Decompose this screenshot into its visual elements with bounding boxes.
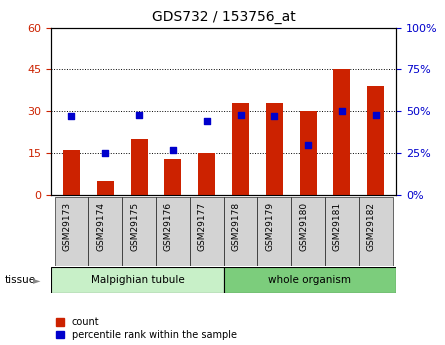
Text: GSM29181: GSM29181: [333, 202, 342, 251]
Text: GSM29178: GSM29178: [231, 202, 240, 251]
Text: GSM29182: GSM29182: [367, 202, 376, 251]
Point: [170, 147, 177, 152]
Bar: [299, 111, 316, 195]
Point: [372, 112, 379, 117]
Bar: [333, 69, 350, 195]
FancyBboxPatch shape: [325, 197, 359, 266]
FancyBboxPatch shape: [51, 267, 224, 293]
Text: GSM29176: GSM29176: [164, 202, 173, 251]
FancyBboxPatch shape: [291, 197, 325, 266]
Bar: [63, 150, 80, 195]
FancyBboxPatch shape: [122, 197, 156, 266]
Bar: [97, 181, 114, 195]
Bar: [131, 139, 148, 195]
FancyBboxPatch shape: [156, 197, 190, 266]
FancyBboxPatch shape: [224, 267, 396, 293]
Text: Malpighian tubule: Malpighian tubule: [90, 275, 184, 285]
Text: GSM29180: GSM29180: [299, 202, 308, 251]
Point: [68, 114, 75, 119]
Point: [203, 119, 210, 124]
Text: GSM29177: GSM29177: [198, 202, 207, 251]
FancyBboxPatch shape: [89, 197, 122, 266]
Bar: [198, 153, 215, 195]
Point: [271, 114, 278, 119]
Point: [338, 108, 345, 114]
Point: [136, 112, 143, 117]
Text: tissue: tissue: [4, 275, 36, 285]
Text: GSM29175: GSM29175: [130, 202, 139, 251]
Bar: [232, 103, 249, 195]
Text: ►: ►: [33, 275, 41, 285]
FancyBboxPatch shape: [257, 197, 291, 266]
Title: GDS732 / 153756_at: GDS732 / 153756_at: [152, 10, 295, 24]
FancyBboxPatch shape: [190, 197, 224, 266]
Legend: count, percentile rank within the sample: count, percentile rank within the sample: [56, 317, 237, 340]
FancyBboxPatch shape: [224, 197, 257, 266]
Point: [237, 112, 244, 117]
Text: GSM29179: GSM29179: [265, 202, 274, 251]
FancyBboxPatch shape: [55, 197, 89, 266]
Text: GSM29173: GSM29173: [62, 202, 72, 251]
FancyBboxPatch shape: [359, 197, 392, 266]
Text: whole organism: whole organism: [268, 275, 352, 285]
Bar: [165, 159, 182, 195]
Point: [304, 142, 311, 148]
Bar: [367, 86, 384, 195]
Point: [102, 150, 109, 156]
Text: GSM29174: GSM29174: [96, 202, 105, 251]
Bar: [266, 103, 283, 195]
